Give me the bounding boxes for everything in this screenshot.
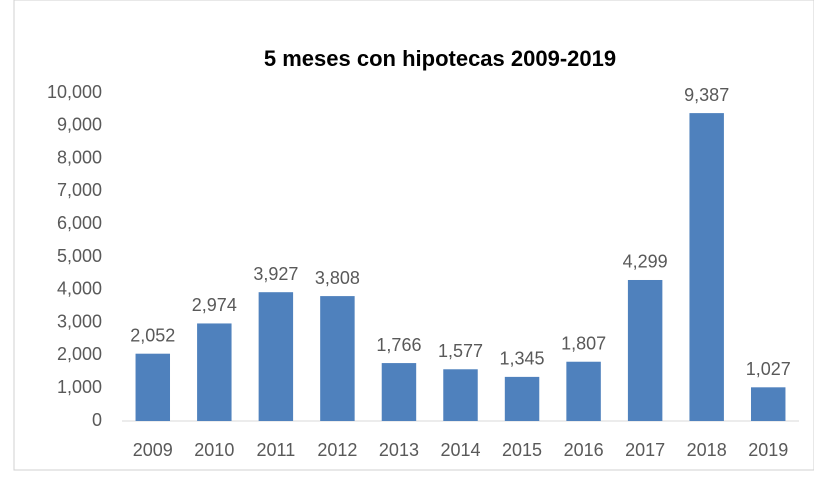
y-tick-label: 0	[92, 410, 102, 430]
data-label: 3,927	[253, 264, 298, 284]
x-tick-label: 2013	[379, 440, 419, 460]
y-tick-label: 6,000	[57, 213, 102, 233]
y-tick-label: 3,000	[57, 311, 102, 331]
bar	[750, 387, 786, 421]
x-tick-label: 2014	[440, 440, 480, 460]
x-tick-label: 2019	[748, 440, 788, 460]
data-label: 3,808	[315, 268, 360, 288]
x-tick-label: 2015	[502, 440, 542, 460]
data-label: 4,299	[623, 252, 668, 272]
data-label: 1,577	[438, 341, 483, 361]
x-tick-label: 2018	[687, 440, 727, 460]
bar	[197, 323, 232, 421]
x-tick-label: 2012	[317, 440, 357, 460]
bar	[443, 369, 478, 421]
data-label: 9,387	[684, 85, 729, 105]
data-label: 1,807	[561, 333, 606, 353]
y-tick-label: 4,000	[57, 279, 102, 299]
y-tick-label: 5,000	[57, 246, 102, 266]
bar	[381, 363, 417, 421]
data-label: 1,766	[376, 335, 421, 355]
bar	[258, 292, 294, 421]
bar	[135, 353, 171, 421]
bar	[566, 361, 601, 421]
x-tick-label: 2009	[133, 440, 173, 460]
data-label: 2,052	[130, 325, 175, 345]
x-tick-label: 2011	[257, 440, 296, 460]
data-label: 1,027	[746, 359, 791, 379]
y-tick-label: 7,000	[57, 180, 102, 200]
bar	[689, 113, 724, 422]
data-label: 1,345	[500, 349, 545, 369]
x-tick-label: 2010	[194, 440, 234, 460]
y-tick-label: 9,000	[57, 115, 102, 135]
x-tick-label: 2016	[564, 440, 604, 460]
bar	[627, 279, 663, 421]
y-tick-label: 8,000	[57, 147, 102, 167]
chart-title: 5 meses con hipotecas 2009-2019	[264, 46, 616, 71]
bar	[320, 296, 355, 421]
y-tick-label: 2,000	[57, 344, 102, 364]
data-label: 2,974	[192, 295, 237, 315]
bar	[504, 376, 540, 421]
y-tick-label: 1,000	[57, 377, 102, 397]
x-tick-label: 2017	[625, 440, 665, 460]
y-tick-label: 10,000	[47, 82, 102, 102]
